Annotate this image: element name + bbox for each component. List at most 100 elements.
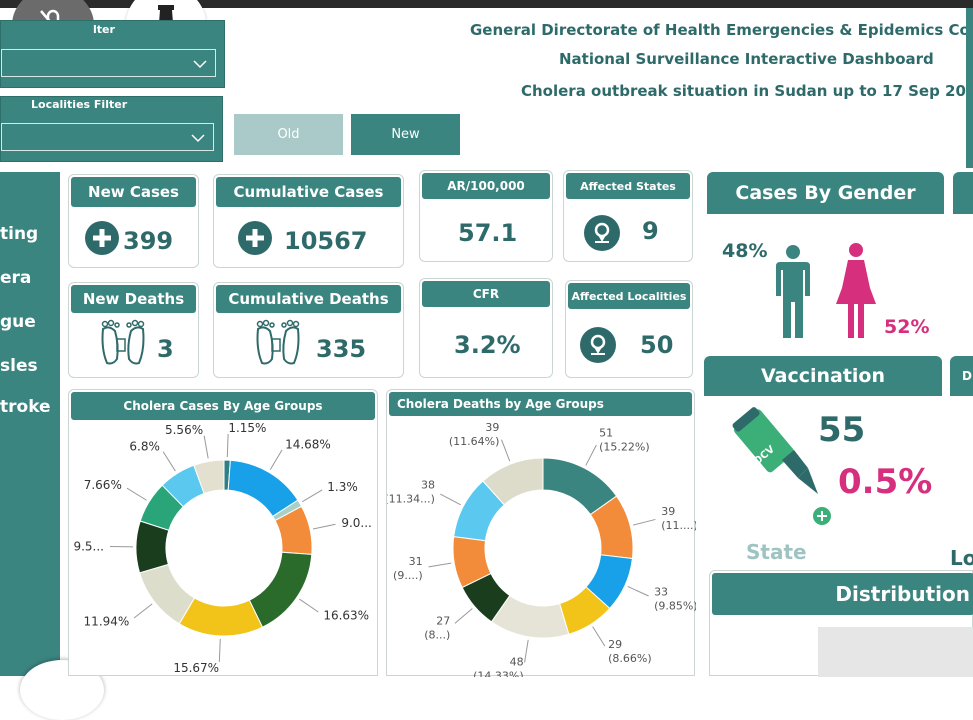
new-button[interactable]: New: [351, 114, 460, 155]
localities-label: Lo: [950, 546, 973, 570]
header-line-1: General Directorate of Health Emergencie…: [470, 21, 973, 39]
distribution-panel: Distribution: [709, 570, 973, 676]
male-figure-icon: [774, 244, 812, 340]
slice-label: 16.63%: [323, 608, 369, 622]
kpi-new-cases: New Cases 399: [68, 174, 199, 268]
leader-line: [440, 494, 460, 505]
location-pin-icon: [580, 327, 616, 363]
kpi-value: 57.1: [458, 219, 517, 247]
feet-toe-tag-icon: [97, 319, 149, 367]
leader-line: [313, 524, 335, 529]
leader-line: [502, 440, 510, 461]
slice-label: 39(11.64%): [449, 421, 500, 448]
kpi-label: CFR: [422, 281, 550, 307]
slice-label: 51(15.22%): [599, 427, 650, 454]
cases-by-age-donut: 1.15% 14.68% 1.3% 9.0... 16.63% 15.67% 11.94% 9…: [69, 390, 379, 677]
state-label: State: [746, 540, 807, 564]
leader-line: [633, 519, 655, 525]
localities-filter: Localities Filter: [0, 96, 223, 162]
kpi-affected-localities: Affected Localities 50: [565, 280, 693, 378]
kpi-value: 399: [123, 227, 173, 255]
header-line-3: Cholera outbreak situation in Sudan up t…: [521, 82, 973, 100]
next-panel-tab-label: D: [950, 356, 973, 396]
kpi-value: 9: [642, 217, 659, 245]
kpi-cfr: CFR 3.2%: [419, 278, 553, 378]
chevron-down-icon: [191, 133, 205, 143]
vaccinated-percent: 0.5%: [838, 462, 932, 502]
leader-line: [219, 639, 220, 662]
kpi-label: Cumulative Cases: [216, 177, 401, 207]
sidebar-item-reporting[interactable]: ting: [0, 224, 38, 244]
deaths-by-age-panel: Cholera Deaths by Age Groups 51(15.22%)3…: [386, 389, 695, 676]
vaccinated-count: 55: [818, 410, 865, 450]
leader-line: [628, 586, 649, 596]
female-percent: 52%: [884, 316, 929, 338]
distribution-title: Distribution: [712, 573, 973, 615]
kpi-label: AR/100,000: [422, 173, 550, 199]
leader-line: [227, 434, 228, 457]
leader-line: [302, 490, 322, 502]
donut-slice[interactable]: [249, 552, 311, 627]
slice-label: 1.15%: [228, 421, 266, 435]
plus-circle-icon: [85, 221, 119, 255]
slice-label: 11.94%: [84, 615, 130, 629]
header-line-2: National Surveillance Interactive Dashbo…: [559, 50, 934, 68]
kpi-label: New Deaths: [71, 285, 196, 313]
sidebar-item-dengue[interactable]: gue: [0, 312, 36, 332]
slice-label: 6.8%: [129, 440, 160, 454]
kpi-attack-rate: AR/100,000 57.1: [419, 170, 553, 262]
gender-panel-title: Cases By Gender: [707, 172, 944, 214]
slice-label: 5.56%: [165, 423, 203, 437]
slice-label: 27(8...): [424, 614, 450, 641]
leader-line: [270, 450, 282, 470]
slice-label: 38(11.34...): [387, 478, 435, 505]
leader-line: [134, 604, 152, 618]
feet-toe-tag-icon: [252, 319, 304, 367]
slice-label: 33(9.85%): [654, 585, 696, 612]
leader-line: [593, 627, 605, 646]
male-percent: 48%: [722, 240, 767, 262]
vaccination-panel-title: Vaccination: [704, 356, 942, 396]
leader-line: [586, 445, 597, 465]
leader-line: [525, 640, 529, 663]
slice-label: 39(11....): [661, 505, 696, 532]
leader-line: [204, 436, 208, 459]
slice-label: 1.3%: [327, 480, 358, 494]
state-filter-dropdown[interactable]: [1, 49, 216, 77]
state-filter: lter: [0, 20, 225, 88]
slice-label: 14.68%: [285, 438, 331, 452]
sidebar-item-measles[interactable]: sles: [0, 356, 38, 376]
right-edge-strip: [966, 8, 973, 168]
kpi-value: 3.2%: [454, 331, 521, 359]
chevron-down-icon: [193, 59, 207, 69]
kpi-affected-states: Affected States 9: [563, 170, 693, 262]
cases-by-age-panel: Cholera Cases By Age Groups 1.15%14.68%1…: [68, 389, 378, 676]
slice-label: 29(8.66%): [608, 638, 652, 665]
leader-line: [429, 563, 452, 567]
kpi-value: 50: [640, 331, 673, 359]
next-panel-tab: [953, 172, 973, 214]
kpi-label: New Cases: [71, 177, 196, 207]
sidebar-nav: ting era gue sles troke: [0, 172, 60, 676]
kpi-label: Affected Localities: [568, 283, 690, 309]
slice-label: 31(9....): [393, 555, 423, 582]
old-button[interactable]: Old: [234, 114, 343, 155]
sidebar-item-heatstroke[interactable]: troke: [0, 397, 51, 417]
female-figure-icon: [834, 242, 878, 340]
localities-filter-label: Localities Filter: [31, 98, 127, 111]
kpi-value: 335: [316, 335, 366, 363]
slice-label: 9.0...: [341, 516, 372, 530]
leader-line: [127, 488, 147, 500]
localities-filter-dropdown[interactable]: [1, 123, 214, 151]
slice-label: 9.5...: [73, 539, 104, 553]
slice-label: 48(14.33%): [473, 655, 524, 677]
leader-line: [163, 452, 175, 471]
kpi-cumulative-cases: Cumulative Cases 10567: [213, 174, 404, 268]
slice-label: 15.67%: [173, 661, 219, 675]
kpi-label: Cumulative Deaths: [216, 285, 401, 313]
kpi-label: Affected States: [566, 173, 690, 199]
kpi-new-deaths: New Deaths 3: [68, 282, 199, 378]
donut-slice[interactable]: [179, 598, 262, 636]
leader-line: [299, 599, 318, 612]
sidebar-item-cholera[interactable]: era: [0, 268, 31, 288]
